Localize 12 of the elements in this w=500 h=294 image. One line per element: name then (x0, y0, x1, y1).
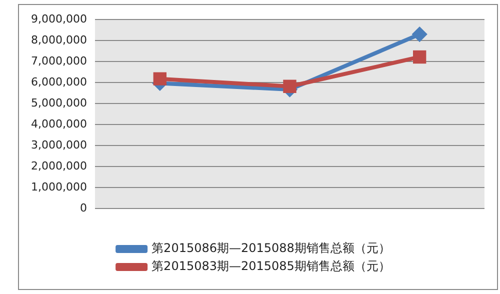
y-tick-label: 6,000,000 (31, 75, 87, 88)
y-tick-label: 8,000,000 (31, 33, 87, 46)
y-tick-label: 2,000,000 (31, 159, 87, 172)
y-tick-label: 9,000,000 (31, 12, 87, 26)
y-tick-label: 0 (80, 201, 87, 214)
y-tick-label: 4,000,000 (31, 117, 87, 130)
y-tick-label: 3,000,000 (31, 138, 87, 152)
y-tick-label: 7,000,000 (31, 54, 87, 68)
y-tick-label: 1,000,000 (31, 180, 87, 194)
legend-label: 第2015083期—2015085期销售总额（元） (152, 259, 390, 274)
legend-label: 第2015086期—2015088期销售总额（元） (152, 241, 390, 256)
y-tick-label: 5,000,000 (31, 96, 87, 110)
